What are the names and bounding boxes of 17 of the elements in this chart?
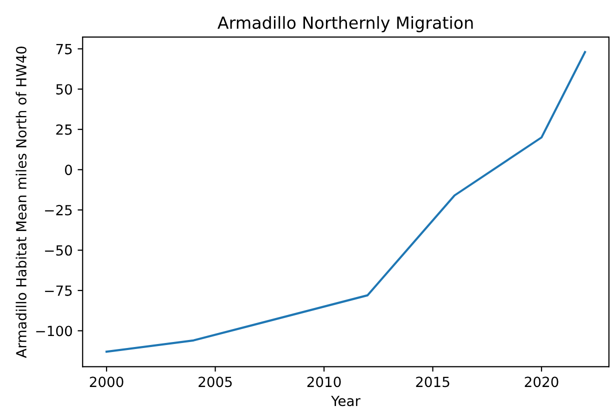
y-tick-label: 0 [64,164,72,176]
y-axis-title: Armadillo Habitat Mean miles North of HW40 [16,46,26,358]
x-tick-label: 2015 [416,376,450,388]
y-tick-label: −25 [45,204,72,216]
line-series [106,51,586,353]
x-axis-title: Year [331,396,360,406]
chart-title: Armadillo Northernly Migration [218,16,473,32]
x-tick-label: 2020 [524,376,558,388]
x-tick-label: 2005 [198,376,232,388]
y-tick-label: 25 [56,124,72,135]
y-tick-label: −100 [36,326,72,336]
y-tick-label: −75 [45,286,72,296]
y-tick-label: 75 [56,44,72,54]
x-tick-label: 2000 [90,376,124,388]
x-tick-label: 2010 [307,376,341,388]
y-tick-label: 50 [56,84,72,95]
y-tick-label: −50 [45,245,72,256]
